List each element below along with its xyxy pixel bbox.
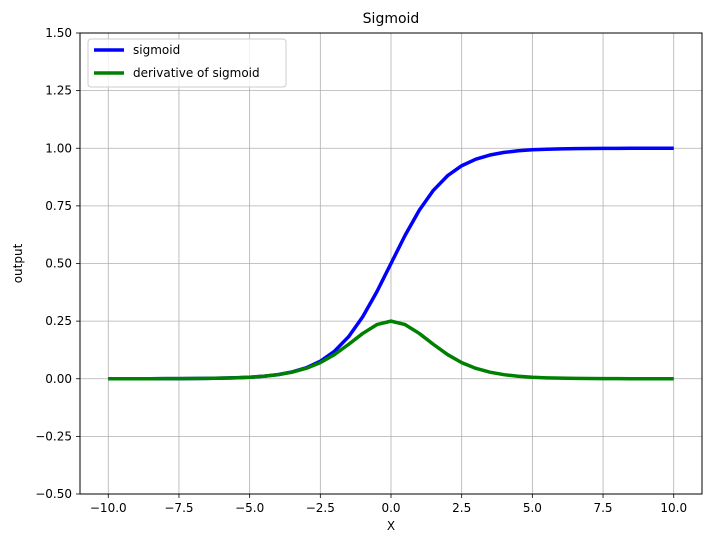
x-tick-label: −5.0 bbox=[235, 501, 264, 515]
legend-box bbox=[87, 38, 287, 88]
y-tick-label: 0.25 bbox=[45, 314, 72, 328]
series-layer bbox=[108, 146, 674, 381]
chart-title: Sigmoid bbox=[363, 11, 420, 27]
y-tick-label: 0.50 bbox=[45, 257, 72, 271]
y-tick-label: −0.25 bbox=[35, 429, 72, 443]
legend-label-derivative: derivative of sigmoid bbox=[133, 66, 260, 80]
x-tick-label: −10.0 bbox=[90, 501, 127, 515]
x-tick-label: 2.5 bbox=[452, 501, 471, 515]
x-tick-label: 7.5 bbox=[593, 501, 612, 515]
legend: sigmoid derivative of sigmoid bbox=[87, 38, 287, 88]
y-tick-label: 0.75 bbox=[45, 199, 72, 213]
x-tick-label: 5.0 bbox=[523, 501, 542, 515]
x-tick-label: 10.0 bbox=[660, 501, 687, 515]
x-axis-label: X bbox=[387, 519, 395, 533]
y-tick-label: 0.00 bbox=[45, 372, 72, 386]
axis-ticks: −10.0 −7.5 −5.0 −2.5 0.0 2.5 5.0 7.5 10.0 −0.50 −0… bbox=[35, 26, 687, 515]
x-tick-label: 0.0 bbox=[381, 501, 400, 515]
x-tick-label: −2.5 bbox=[306, 501, 335, 515]
y-tick-label: −0.50 bbox=[35, 487, 72, 501]
y-axis-label: output bbox=[11, 243, 25, 283]
y-tick-label: 1.00 bbox=[45, 141, 72, 155]
y-tick-label: 1.50 bbox=[45, 26, 72, 40]
derivative-of-sigmoid-line bbox=[108, 319, 674, 381]
legend-label-sigmoid: sigmoid bbox=[133, 43, 180, 57]
x-tick-label: −7.5 bbox=[164, 501, 193, 515]
y-tick-label: 1.25 bbox=[45, 84, 72, 98]
